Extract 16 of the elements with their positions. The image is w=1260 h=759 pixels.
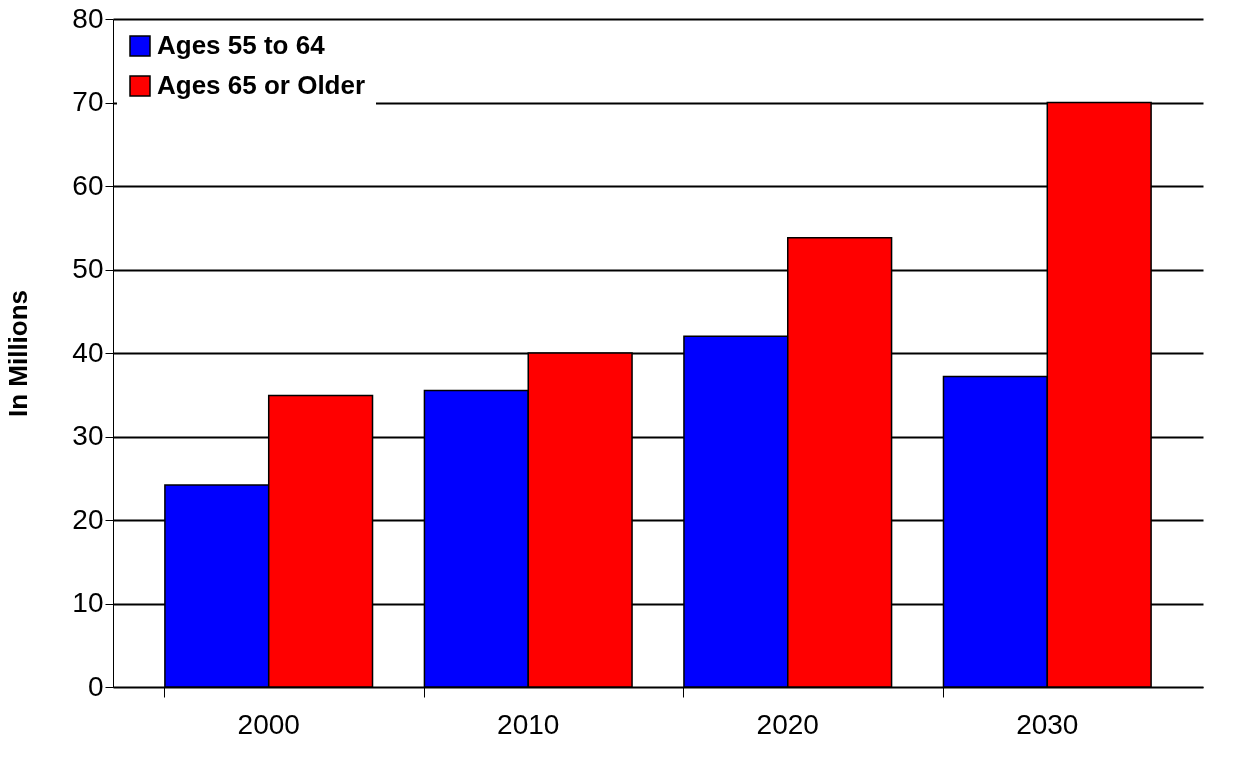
x-tick-label: 2020 xyxy=(756,708,819,740)
y-tick-label: 20 xyxy=(72,503,104,535)
legend-label: Ages 55 to 64 xyxy=(157,30,326,60)
y-axis-title: In Millions xyxy=(3,289,34,418)
legend-label: Ages 65 or Older xyxy=(157,70,366,100)
y-tick-label: 40 xyxy=(72,336,104,368)
y-tick-label: 30 xyxy=(72,420,104,451)
y-tick-label: 70 xyxy=(72,86,104,117)
y-tick-label: 80 xyxy=(72,2,104,34)
x-tick-label: 2000 xyxy=(237,708,300,740)
y-tick-label: 50 xyxy=(72,253,104,284)
x-tick-label: 2010 xyxy=(497,708,560,740)
x-tick-label: 2030 xyxy=(1016,708,1079,740)
y-tick-label: 60 xyxy=(72,169,104,201)
y-tick-label: 10 xyxy=(72,587,104,618)
y-tick-label: 0 xyxy=(87,670,104,702)
